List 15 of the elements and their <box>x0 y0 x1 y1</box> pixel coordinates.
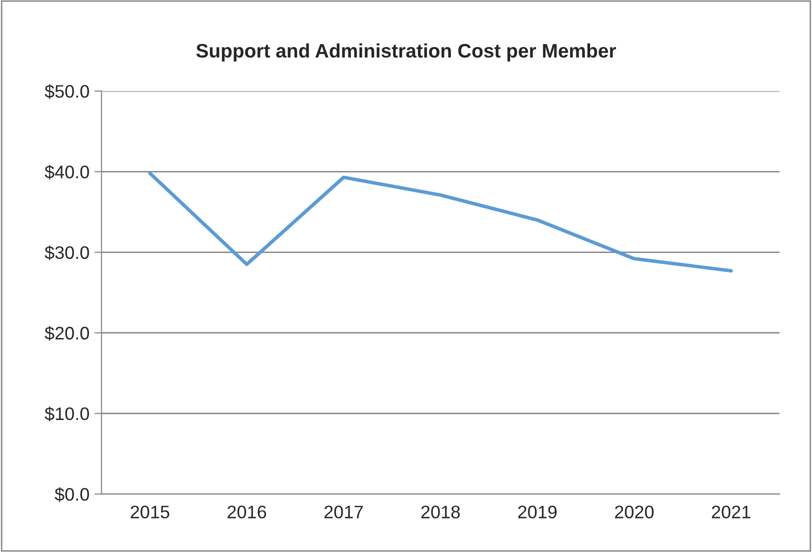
x-tick-label: 2016 <box>228 506 266 518</box>
y-tick-label: $20.0 <box>44 326 89 341</box>
x-tick-label: 2018 <box>421 506 460 518</box>
x-tick-label: 2017 <box>324 506 363 518</box>
y-tick-label: $30.0 <box>44 245 89 260</box>
x-tick-label: 2019 <box>518 506 557 518</box>
y-tick-label: $50.0 <box>44 84 89 99</box>
line-series <box>148 172 733 273</box>
x-tick-label: 2021 <box>712 506 750 518</box>
y-tick-label: $10.0 <box>44 406 89 422</box>
x-tick-label: 2015 <box>130 506 170 518</box>
y-tick-label: $40.0 <box>44 164 89 180</box>
y-tick-label: $0.0 <box>54 487 89 502</box>
x-tick-label: 2020 <box>615 506 654 518</box>
chart-title: Support and Administration Cost per Member <box>196 43 616 62</box>
